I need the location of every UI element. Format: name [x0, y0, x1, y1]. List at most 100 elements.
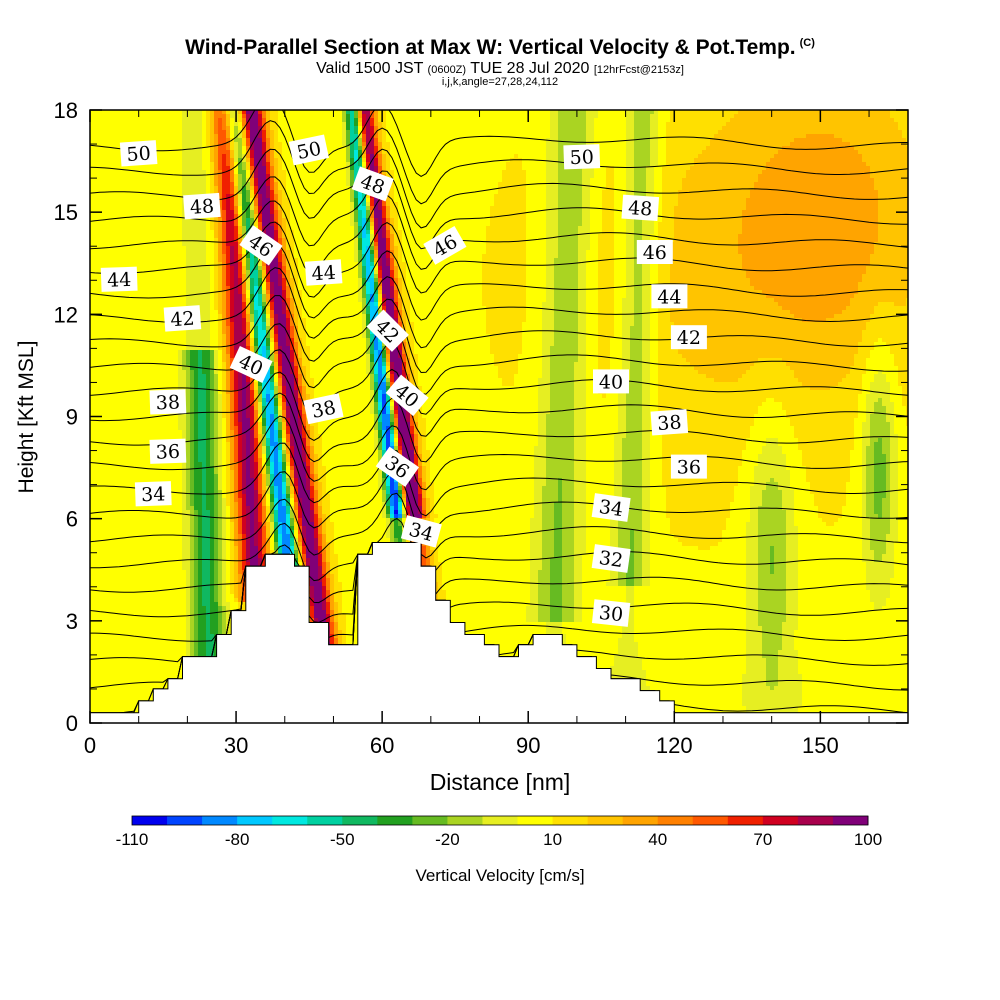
heat-cell: [214, 382, 219, 387]
heat-cell: [194, 510, 199, 515]
heat-cell: [158, 474, 163, 479]
heat-cell: [126, 366, 131, 371]
heat-cell: [198, 446, 203, 451]
heat-cell: [186, 638, 191, 643]
heat-cell: [106, 338, 111, 343]
heat-cell: [126, 698, 131, 703]
heat-cell: [190, 426, 195, 431]
heat-cell: [194, 482, 199, 487]
heat-cell: [122, 474, 127, 479]
heat-cell: [138, 370, 143, 375]
heat-cell: [90, 330, 95, 335]
heat-cell: [218, 182, 223, 187]
heat-cell: [122, 250, 127, 255]
heat-cell: [170, 346, 175, 351]
heat-cell: [126, 246, 131, 251]
heat-cell: [90, 578, 95, 583]
heat-cell: [110, 414, 115, 419]
heat-cell: [142, 538, 147, 543]
heat-cell: [134, 222, 139, 227]
heat-cell: [214, 330, 219, 335]
heat-cell: [94, 530, 99, 535]
heat-cell: [106, 510, 111, 515]
heat-cell: [206, 506, 211, 511]
heat-cell: [138, 110, 143, 115]
heat-cell: [110, 398, 115, 403]
heat-cell: [214, 510, 219, 515]
heat-cell: [102, 486, 107, 491]
heat-cell: [202, 310, 207, 315]
heat-cell: [182, 542, 187, 547]
heat-cell: [150, 682, 155, 687]
heat-cell: [214, 514, 219, 519]
heat-cell: [182, 610, 187, 615]
heat-cell: [194, 174, 199, 179]
heat-cell: [154, 474, 159, 479]
heat-cell: [106, 250, 111, 255]
heat-cell: [126, 250, 131, 255]
heat-cell: [110, 502, 115, 507]
heat-cell: [214, 530, 219, 535]
heat-cell: [126, 534, 131, 539]
heat-cell: [186, 534, 191, 539]
heat-cell: [182, 426, 187, 431]
heat-cell: [202, 122, 207, 127]
heat-cell: [162, 654, 167, 659]
heat-cell: [94, 570, 99, 575]
heat-cell: [138, 602, 143, 607]
heat-cell: [118, 626, 123, 631]
heat-cell: [118, 150, 123, 155]
heat-cell: [158, 206, 163, 211]
heat-cell: [154, 422, 159, 427]
heat-cell: [110, 374, 115, 379]
heat-cell: [142, 134, 147, 139]
heat-cell: [110, 590, 115, 595]
heat-cell: [138, 654, 143, 659]
heat-cell: [110, 638, 115, 643]
heat-cell: [154, 206, 159, 211]
heat-cell: [142, 506, 147, 511]
heat-cell: [206, 310, 211, 315]
heat-cell: [150, 374, 155, 379]
heat-cell: [198, 154, 203, 159]
heat-cell: [142, 330, 147, 335]
heat-cell: [106, 306, 111, 311]
heat-cell: [110, 606, 115, 611]
heat-cell: [154, 534, 159, 539]
heat-cell: [142, 354, 147, 359]
heat-cell: [174, 186, 179, 191]
heat-cell: [122, 258, 127, 263]
heat-cell: [210, 402, 215, 407]
heat-cell: [190, 582, 195, 587]
heat-cell: [166, 218, 171, 223]
heat-cell: [154, 514, 159, 519]
heat-cell: [122, 338, 127, 343]
heat-cell: [134, 254, 139, 259]
heat-cell: [110, 330, 115, 335]
heat-cell: [138, 322, 143, 327]
heat-cell: [178, 142, 183, 147]
heat-cell: [186, 158, 191, 163]
heat-cell: [154, 178, 159, 183]
heat-cell: [218, 170, 223, 175]
heat-cell: [98, 390, 103, 395]
heat-cell: [150, 122, 155, 127]
heat-cell: [214, 458, 219, 463]
heat-cell: [134, 674, 139, 679]
heat-cell: [114, 250, 119, 255]
heat-cell: [218, 358, 223, 363]
heat-cell: [206, 494, 211, 499]
heat-cell: [106, 682, 111, 687]
heat-cell: [210, 142, 215, 147]
heat-cell: [158, 634, 163, 639]
heat-cell: [118, 382, 123, 387]
heat-cell: [118, 650, 123, 655]
heat-cell: [158, 422, 163, 427]
heat-cell: [158, 198, 163, 203]
heat-cell: [150, 654, 155, 659]
heat-cell: [206, 458, 211, 463]
heat-cell: [182, 598, 187, 603]
heat-cell: [182, 254, 187, 259]
heat-cell: [154, 546, 159, 551]
heat-cell: [106, 514, 111, 519]
